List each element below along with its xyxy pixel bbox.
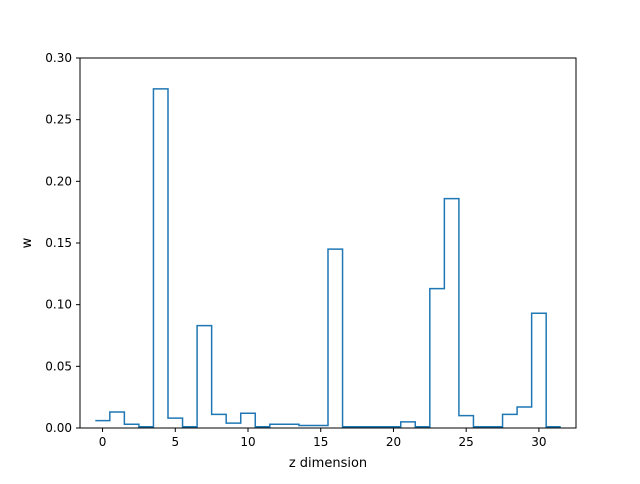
series-layer bbox=[95, 88, 561, 428]
y-tick-label: 0.15 bbox=[45, 236, 72, 250]
y-tick-label: 0.00 bbox=[45, 421, 72, 435]
y-tick-label: 0.10 bbox=[45, 298, 72, 312]
x-tick-label: 20 bbox=[386, 435, 401, 449]
x-tick-label: 10 bbox=[240, 435, 255, 449]
y-tick-label: 0.20 bbox=[45, 174, 72, 188]
x-tick-label: 15 bbox=[313, 435, 328, 449]
y-tick-label: 0.05 bbox=[45, 359, 72, 373]
y-axis-label: w bbox=[20, 237, 35, 248]
series-line bbox=[95, 88, 561, 428]
x-tick-label: 0 bbox=[99, 435, 107, 449]
y-tick-label: 0.25 bbox=[45, 113, 72, 127]
x-tick-label: 30 bbox=[531, 435, 546, 449]
x-tick-label: 25 bbox=[459, 435, 474, 449]
y-tick-label: 0.30 bbox=[45, 51, 72, 65]
plot-frame bbox=[79, 57, 577, 429]
y-ticks: 0.00 0.05 0.10 0.15 0.20 0.25 0.30 bbox=[45, 51, 80, 435]
x-tick-label: 5 bbox=[171, 435, 179, 449]
x-ticks: 0 5 10 15 20 25 30 bbox=[99, 428, 547, 449]
x-axis-label: z dimension bbox=[289, 456, 367, 471]
